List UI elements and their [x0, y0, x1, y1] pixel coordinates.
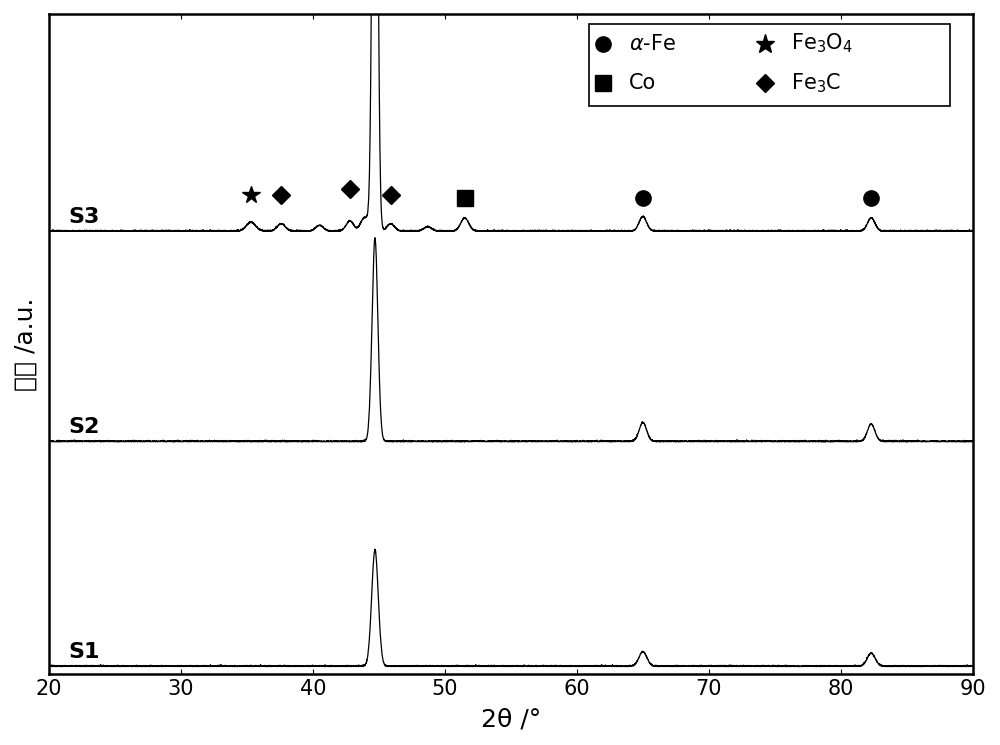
Text: Fe$_3$C: Fe$_3$C [791, 72, 841, 95]
Bar [589, 24, 950, 107]
Text: $\alpha$-Fe: $\alpha$-Fe [629, 34, 676, 54]
Text: S2: S2 [69, 417, 100, 437]
Y-axis label: 强度 /a.u.: 强度 /a.u. [14, 297, 38, 390]
Text: Co: Co [629, 73, 656, 93]
Text: S1: S1 [69, 642, 100, 662]
Text: S3: S3 [69, 207, 100, 226]
Text: Fe$_3$O$_4$: Fe$_3$O$_4$ [791, 32, 853, 55]
X-axis label: 2θ /°: 2θ /° [481, 707, 541, 731]
